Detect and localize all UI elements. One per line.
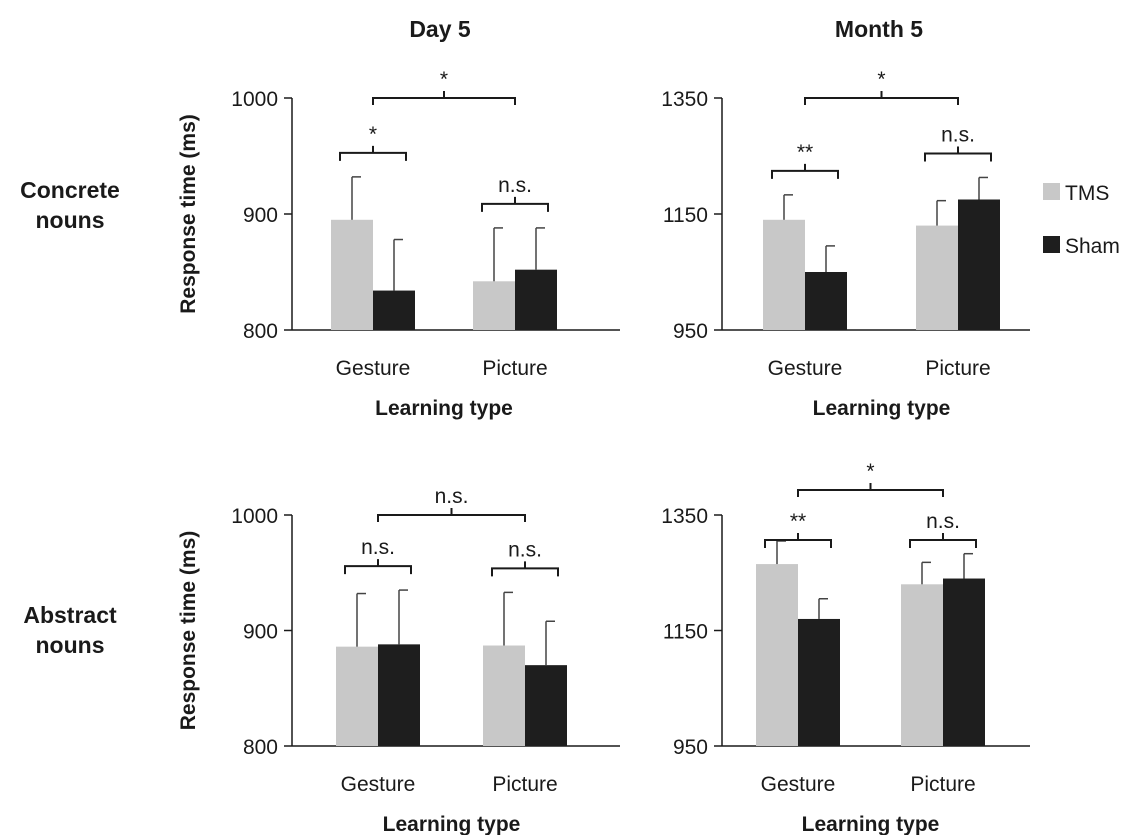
x-tick-label: Picture xyxy=(492,773,557,796)
bar xyxy=(525,665,567,746)
legend-swatch xyxy=(1043,236,1060,253)
significance-label: * xyxy=(440,68,448,91)
y-tick-label: 950 xyxy=(673,320,708,343)
chart-panel: 800 900 1000 Gesture Picture Learning type Res… xyxy=(177,68,620,420)
x-tick-label: Picture xyxy=(925,357,990,380)
significance-bracket xyxy=(764,533,832,548)
bar xyxy=(373,290,415,330)
bar xyxy=(763,219,805,330)
significance-label: ** xyxy=(790,510,806,533)
y-tick-label: 800 xyxy=(243,320,278,343)
significance-label: * xyxy=(866,460,874,483)
bar xyxy=(515,269,557,330)
x-axis-label: Learning type xyxy=(375,397,513,420)
x-axis-label: Learning type xyxy=(383,813,521,835)
significance-label: * xyxy=(369,123,377,146)
bar xyxy=(756,564,798,746)
x-tick-label: Picture xyxy=(482,357,547,380)
row-title-line: Concrete xyxy=(20,177,120,203)
y-tick-label: 1350 xyxy=(661,505,708,528)
y-tick-label: 1000 xyxy=(231,505,278,528)
row-title-line: Abstract xyxy=(23,602,117,628)
bar xyxy=(483,645,525,746)
significance-label: * xyxy=(877,68,885,91)
x-axis-label: Learning type xyxy=(802,813,940,835)
column-titles: Day 5 Month 5 xyxy=(409,16,923,42)
column-title-day5: Day 5 xyxy=(409,16,471,42)
legend: TMS Sham xyxy=(1043,182,1120,258)
bar xyxy=(336,646,378,746)
y-tick-label: 1000 xyxy=(231,88,278,111)
significance-bracket xyxy=(924,146,992,162)
x-tick-label: Gesture xyxy=(768,357,843,380)
legend-label: Sham xyxy=(1065,235,1120,258)
y-tick-label: 1350 xyxy=(661,88,708,111)
y-tick-label: 900 xyxy=(243,621,278,644)
legend-swatch xyxy=(1043,183,1060,200)
bar xyxy=(805,272,847,330)
significance-label: n.s. xyxy=(508,538,542,561)
significance-bracket xyxy=(804,91,959,105)
significance-bracket xyxy=(481,196,549,212)
significance-label: n.s. xyxy=(361,536,395,559)
bar xyxy=(901,584,943,746)
significance-label: n.s. xyxy=(498,174,532,197)
y-tick-label: 950 xyxy=(673,736,708,759)
bar xyxy=(378,644,420,746)
bar xyxy=(473,281,515,330)
bar xyxy=(331,219,373,330)
significance-bracket xyxy=(491,561,559,577)
chart-panels: 800 900 1000 Gesture Picture Learning type Res… xyxy=(177,68,1030,836)
y-axis-label: Response time (ms) xyxy=(177,114,200,314)
row-title: Abstract nouns xyxy=(23,602,117,658)
x-tick-label: Gesture xyxy=(336,357,411,380)
x-tick-label: Gesture xyxy=(341,773,416,796)
bar xyxy=(916,225,958,330)
significance-bracket xyxy=(372,91,516,105)
y-tick-label: 1150 xyxy=(663,621,708,644)
significance-bracket xyxy=(771,163,839,179)
significance-label: n.s. xyxy=(941,123,975,146)
significance-label: ** xyxy=(797,141,813,164)
significance-bracket xyxy=(909,533,977,548)
row-title-line: nouns xyxy=(36,207,105,233)
x-tick-label: Picture xyxy=(910,773,975,796)
bar xyxy=(958,199,1000,330)
chart-panel: 800 900 1000 Gesture Picture Learning type Res… xyxy=(177,485,620,836)
row-title-line: nouns xyxy=(36,632,105,658)
column-title-month5: Month 5 xyxy=(835,16,923,42)
y-tick-label: 1150 xyxy=(663,204,708,227)
y-tick-label: 800 xyxy=(243,736,278,759)
significance-bracket xyxy=(377,508,526,522)
bar xyxy=(798,618,840,746)
significance-bracket xyxy=(797,483,944,497)
row-titles: Concrete nouns Abstract nouns xyxy=(20,177,120,658)
bar xyxy=(943,578,985,746)
row-title: Concrete nouns xyxy=(20,177,120,233)
significance-label: n.s. xyxy=(926,510,960,533)
x-tick-label: Gesture xyxy=(761,773,836,796)
significance-bracket xyxy=(344,559,412,575)
y-axis-label: Response time (ms) xyxy=(177,531,200,731)
y-tick-label: 900 xyxy=(243,204,278,227)
x-axis-label: Learning type xyxy=(813,397,951,420)
legend-label: TMS xyxy=(1065,182,1109,205)
significance-bracket xyxy=(339,145,407,161)
significance-label: n.s. xyxy=(435,485,469,508)
